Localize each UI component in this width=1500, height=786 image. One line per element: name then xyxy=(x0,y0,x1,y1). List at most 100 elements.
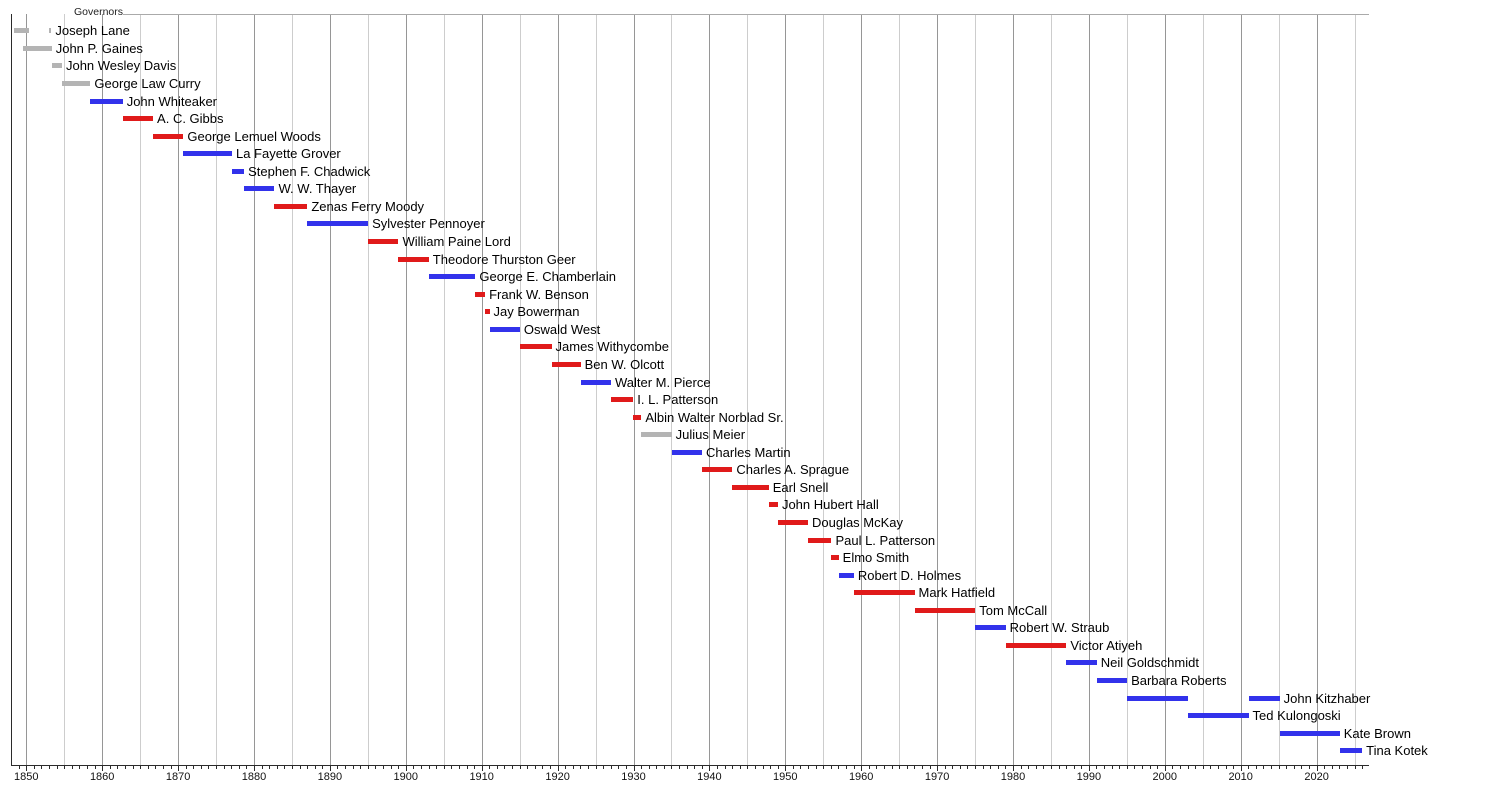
axis-tick xyxy=(823,766,825,769)
grid-line xyxy=(861,14,863,765)
axis-tick xyxy=(899,766,901,769)
axis-tick xyxy=(1035,766,1037,769)
axis-tick xyxy=(1081,766,1083,769)
axis-tick xyxy=(534,766,536,769)
axis-tick xyxy=(1286,766,1288,769)
axis-tick xyxy=(929,766,931,769)
term-bar xyxy=(853,590,915,596)
grid-line xyxy=(64,14,66,765)
axis-tick xyxy=(314,766,316,769)
axis-tick xyxy=(102,766,104,771)
axis-tick xyxy=(496,766,498,769)
grid-line xyxy=(1202,14,1204,765)
axis-tick xyxy=(291,766,293,769)
axis-tick xyxy=(861,766,863,771)
axis-tick-label: 1940 xyxy=(697,771,722,783)
axis-tick xyxy=(937,766,939,771)
grid-line xyxy=(1240,14,1242,765)
term-bar xyxy=(777,519,808,525)
term-bar xyxy=(51,63,62,69)
term-bar xyxy=(485,309,490,315)
grid-line xyxy=(102,14,104,765)
axis-tick xyxy=(550,766,551,769)
governor-name-label: Earl Snell xyxy=(772,479,829,495)
term-bar xyxy=(702,467,733,473)
axis-tick-label: 2000 xyxy=(1152,771,1178,783)
axis-tick xyxy=(876,766,878,769)
term-bar xyxy=(519,344,552,350)
axis-tick xyxy=(322,766,324,769)
grid-line xyxy=(367,14,369,765)
governor-name-label: A. C. Gibbs xyxy=(157,111,224,127)
axis-tick xyxy=(170,766,172,769)
axis-tick xyxy=(360,766,362,769)
governor-name-label: Oswald West xyxy=(523,321,601,337)
axis-tick xyxy=(694,766,696,769)
axis-tick xyxy=(489,766,491,769)
axis-tick xyxy=(648,766,650,769)
grid-line xyxy=(709,14,711,765)
governor-name-label: Ben W. Olcott xyxy=(584,356,665,372)
axis-tick xyxy=(512,766,514,769)
governor-name-label: Frank W. Benson xyxy=(489,286,589,302)
governor-name-label: Tom McCall xyxy=(979,602,1048,618)
axis-tick xyxy=(109,766,111,769)
governor-name-label: Charles Martin xyxy=(706,444,791,460)
axis-tick xyxy=(610,766,612,769)
axis-tick xyxy=(269,766,271,769)
term-bar xyxy=(23,45,52,51)
axis-tick xyxy=(906,766,908,769)
governor-name-label: Neil Goldschmidt xyxy=(1100,655,1199,671)
term-bar xyxy=(274,203,308,209)
axis-tick xyxy=(1195,766,1197,769)
axis-tick xyxy=(990,766,992,769)
axis-tick xyxy=(808,766,810,769)
axis-tick xyxy=(398,766,400,769)
axis-tick xyxy=(276,766,278,769)
axis-tick xyxy=(1111,766,1113,769)
axis-tick xyxy=(1013,766,1014,771)
axis-tick xyxy=(914,766,916,769)
axis-tick-label: 1930 xyxy=(621,771,646,783)
term-bar xyxy=(551,361,581,367)
axis-tick xyxy=(1149,766,1151,769)
axis-tick xyxy=(1172,766,1174,769)
axis-tick xyxy=(337,766,339,769)
governor-name-label: John P. Gaines xyxy=(55,40,143,56)
axis-tick xyxy=(124,766,126,769)
axis-tick xyxy=(701,766,703,769)
axis-tick xyxy=(724,766,726,769)
grid-line xyxy=(1126,14,1128,765)
axis-tick xyxy=(1164,766,1166,771)
axis-tick xyxy=(587,766,589,769)
axis-tick xyxy=(732,766,734,769)
axis-tick xyxy=(679,766,681,769)
axis-tick xyxy=(185,766,187,769)
term-bar xyxy=(838,572,854,578)
governor-name-label: William Paine Lord xyxy=(402,234,511,250)
term-bar xyxy=(671,449,703,455)
axis-tick xyxy=(625,766,627,769)
axis-tick-label: 2020 xyxy=(1304,771,1329,783)
axis-tick xyxy=(891,766,893,769)
axis-tick xyxy=(375,766,377,769)
term-bar xyxy=(975,625,1006,631)
axis-tick xyxy=(754,766,756,769)
axis-tick xyxy=(921,766,923,769)
axis-tick xyxy=(140,766,142,769)
grid-line xyxy=(1316,14,1318,765)
governor-name-label: John Hubert Hall xyxy=(781,497,879,513)
grid-line xyxy=(254,14,255,765)
grid-line xyxy=(937,14,939,765)
axis-tick xyxy=(1301,766,1303,769)
axis-tick xyxy=(1331,766,1333,769)
grid-line xyxy=(633,14,635,765)
term-bar xyxy=(244,186,275,192)
term-bar xyxy=(641,432,672,438)
axis-tick xyxy=(1217,766,1219,769)
axis-tick xyxy=(883,766,885,769)
axis-tick xyxy=(49,766,51,769)
axis-tick xyxy=(178,766,180,771)
axis-tick xyxy=(18,766,20,769)
axis-tick xyxy=(246,766,248,769)
